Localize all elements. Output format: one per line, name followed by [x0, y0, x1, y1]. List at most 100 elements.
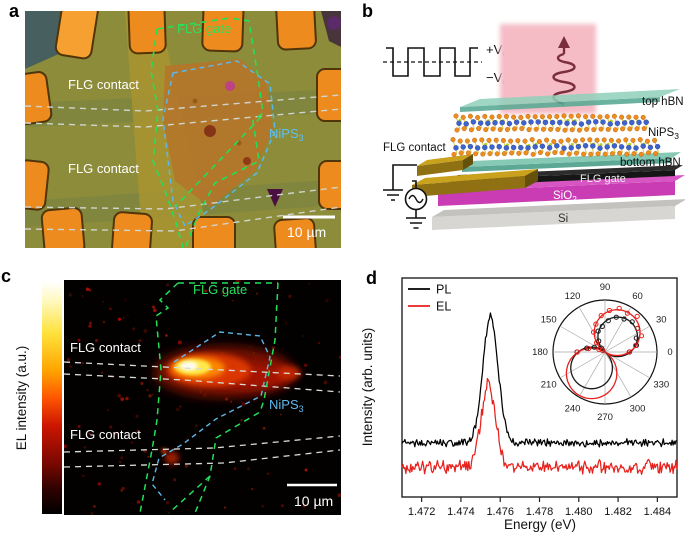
sulfur-atom [616, 138, 622, 144]
panel-d-letter: d [366, 268, 377, 288]
scalebar-label: 10 µm [294, 493, 333, 509]
colorbar-gradient [42, 282, 62, 514]
legend-label-EL: EL [436, 300, 451, 314]
contact-outline [64, 373, 341, 393]
nickel-atom [636, 119, 642, 126]
noise-speckle [284, 321, 288, 324]
x-tick-label: 1.482 [604, 506, 632, 518]
noise-speckle [251, 487, 254, 491]
noise-speckle [339, 355, 341, 359]
si-label: Si [558, 213, 568, 225]
nickel-atom [460, 144, 466, 150]
polar-data-point-EL [626, 349, 632, 355]
sulfur-atom [605, 126, 611, 132]
sulfur-atom [465, 150, 471, 156]
sulfur-atom [581, 151, 587, 157]
ground-icon [383, 189, 403, 201]
nickel-atom [549, 119, 556, 126]
noise-speckle [109, 307, 112, 311]
sulfur-atom [530, 151, 536, 157]
sulfur-atom [566, 151, 572, 157]
sio2-front [438, 181, 675, 206]
noise-speckle [69, 365, 72, 368]
sulfur-atom [617, 150, 623, 156]
flg-contact-outlines [25, 94, 341, 232]
flg-contact-outlines [64, 361, 341, 468]
sulfur-atom [539, 114, 545, 120]
sulfur-atom [590, 113, 596, 119]
polar-angle-label: 300 [630, 403, 646, 414]
noise-speckle [130, 440, 134, 445]
sulfur-atom [612, 127, 618, 133]
electrode-pad [25, 159, 50, 211]
sulfur-atom [597, 114, 603, 120]
noise-speckle [151, 393, 154, 396]
sulfur-atom [580, 137, 586, 143]
sulfur-atom [487, 151, 493, 157]
noise-speckle [113, 433, 117, 437]
sulfur-atom [598, 126, 604, 132]
nickel-atom [578, 121, 585, 127]
sulfur-atom [460, 114, 466, 120]
noise-speckle [90, 511, 94, 515]
sulfur-atom [630, 137, 636, 143]
flg-contact-label-top: FLG contact [70, 340, 141, 355]
noise-speckle [288, 294, 292, 298]
nickel-atom [453, 145, 459, 151]
flg-contact-label-top: FLG contact [68, 77, 139, 92]
noise-speckle [64, 444, 67, 449]
noise-speckle [241, 402, 246, 407]
nickel-atom [585, 119, 592, 125]
polar-data-point-PL [599, 323, 605, 330]
top-hbn-layer [460, 89, 680, 112]
nickel-atom [600, 119, 606, 125]
noise-speckle [233, 467, 237, 470]
noise-speckle [194, 424, 198, 428]
nickel-atom [467, 143, 474, 150]
noise-speckle [148, 394, 152, 398]
wire [392, 164, 417, 190]
sulfur-atom [624, 151, 630, 157]
nips3-label: NiPS3 [648, 127, 679, 141]
nickel-atom [503, 145, 510, 151]
noise-speckle [184, 464, 189, 468]
nickel-atom [535, 119, 541, 125]
nips3-label: NiPS3 [269, 397, 304, 414]
noise-speckle [68, 293, 72, 297]
electrode-pad [275, 11, 317, 51]
noise-speckle [224, 506, 227, 509]
contact-bar-top [412, 169, 538, 185]
noise-speckle [140, 382, 144, 386]
noise-speckle [124, 299, 127, 302]
nips3-outline [151, 331, 271, 501]
nickel-atom [629, 119, 635, 126]
nickel-atom [633, 145, 639, 151]
polar-angle-label: 180 [532, 347, 548, 358]
nickel-atom [528, 119, 534, 125]
photon-arrow-head [558, 36, 570, 48]
nickel-atom [463, 121, 469, 127]
noise-speckle [88, 432, 91, 436]
sulfur-atom [475, 114, 481, 120]
gold-contacts [412, 154, 538, 197]
polar-data-point-EL [638, 333, 645, 339]
sulfur-atom [494, 151, 500, 157]
nickel-atom [489, 144, 495, 150]
noise-speckle [125, 396, 129, 401]
polar-data-point-PL [605, 318, 611, 324]
noise-speckle [152, 308, 157, 313]
sulfur-atom [532, 114, 538, 120]
nickel-atom [593, 119, 599, 125]
sulfur-atom [573, 150, 579, 156]
si-front [432, 206, 675, 230]
polar-data-point-EL [593, 321, 599, 327]
sulfur-atom [623, 137, 629, 143]
bottom-hbn-label: bottom hBN [620, 157, 681, 169]
noise-speckle [77, 338, 81, 342]
noise-speckle [267, 472, 270, 475]
ground-lines [383, 189, 403, 201]
flg-gate-label: FLG gate [580, 173, 626, 185]
nickel-atom [607, 121, 613, 127]
noise-speckle [301, 334, 304, 337]
electrode-pads [25, 11, 341, 248]
